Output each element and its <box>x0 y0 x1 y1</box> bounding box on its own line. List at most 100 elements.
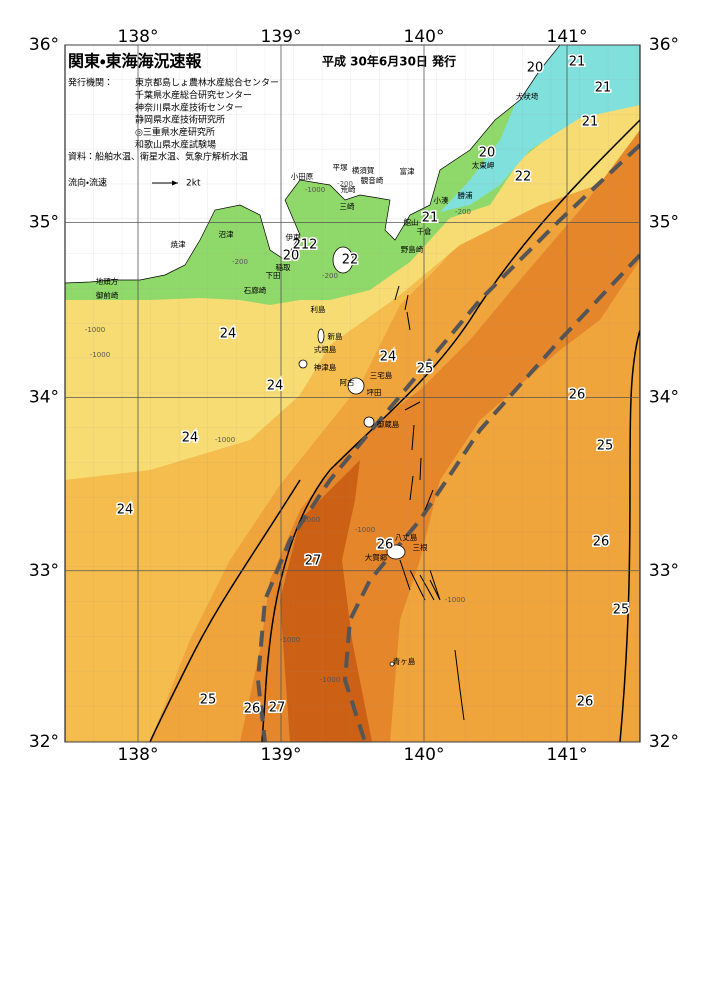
temperature-label: 26 <box>569 388 586 403</box>
place-name: 三宅島 <box>370 370 393 380</box>
temperature-label: 27 <box>305 554 322 569</box>
place-name: 地頭方 <box>96 276 119 286</box>
depth-label: -1000 <box>305 186 325 194</box>
temperature-label: 212 <box>293 238 318 253</box>
place-name: 三崎 <box>340 201 355 211</box>
issuers-label: 発行機関： <box>68 77 113 89</box>
sea-surface <box>65 45 640 742</box>
place-name: 御蔵島 <box>377 419 400 429</box>
current-axis <box>255 143 640 742</box>
issuer: 神奈川県水産技術センター <box>135 101 243 113</box>
lat-label: 34° <box>29 388 59 408</box>
legend-label: 流向・流速 <box>68 177 107 189</box>
current-vectors <box>394 285 465 721</box>
temperature-label: 25 <box>597 439 614 454</box>
island <box>298 359 308 369</box>
title: 関東・東海海況速報 <box>68 52 202 71</box>
vector <box>394 285 465 721</box>
place-name: 犬吠埼 <box>516 91 539 101</box>
temperature-label: 27 <box>269 701 286 716</box>
temperature-label: 20 <box>527 61 544 76</box>
depth-label: -1000 <box>320 676 340 684</box>
temperature-label: 21 <box>569 55 586 70</box>
place-name: 式根島 <box>314 344 337 354</box>
lon-label: 139° <box>261 745 302 765</box>
temperature-label: 26 <box>577 695 594 710</box>
temperature-label: 20 <box>283 249 300 264</box>
place-name: 小田原 <box>291 172 314 181</box>
lat-label: 33° <box>29 561 59 581</box>
depth-label: -200 <box>455 208 471 216</box>
place-name: 新島 <box>328 331 343 341</box>
lon-label: 141° <box>547 745 588 765</box>
place-name: 館山 <box>404 218 419 227</box>
place-name: 下田 <box>266 271 281 280</box>
depth-label: -1000 <box>215 436 235 444</box>
lon-label: 140° <box>404 27 445 47</box>
issuer: ◎三重県水産研究所 <box>135 126 215 138</box>
depth-label: -1000 <box>445 596 465 604</box>
temperature-label: 22 <box>515 170 532 185</box>
lat-label: 35° <box>29 212 59 232</box>
place-name: 太東岬 <box>472 160 495 170</box>
temperature-label: 20 <box>479 146 496 161</box>
temperature-label: 25 <box>613 603 630 618</box>
islands <box>298 246 406 667</box>
issue-date: 平成 30年6月30日 発行 <box>322 54 456 69</box>
temperature-label: 24 <box>220 327 237 342</box>
place-name: 焼津 <box>171 240 186 249</box>
depth-label: -1000 <box>280 636 300 644</box>
temperature-label: 24 <box>380 350 397 365</box>
temperature-label: 25 <box>200 693 217 708</box>
island <box>347 377 365 395</box>
temperature-label: 21 <box>595 81 612 96</box>
temperature-label: 22 <box>342 253 359 268</box>
place-name: 野島崎 <box>401 244 424 254</box>
temperature-label: 26 <box>593 535 610 550</box>
lon-label: 139° <box>261 27 302 47</box>
lat-label: 36° <box>29 35 59 55</box>
issuer: 千葉県水産総合研究センター <box>135 89 252 101</box>
place-name: 観音崎 <box>361 175 384 185</box>
temperature-label: 26 <box>377 538 394 553</box>
temperature-label: 21 <box>582 115 599 130</box>
lat-label: 36° <box>649 35 679 55</box>
contour-line <box>149 479 301 742</box>
depth-label: -200 <box>232 258 248 266</box>
lat-label: 32° <box>29 732 59 752</box>
place-name: 千倉 <box>417 226 432 236</box>
place-name: 富津 <box>400 166 415 176</box>
legend-arrow-head <box>172 180 178 186</box>
place-name: 荒崎 <box>341 184 356 194</box>
place-name: 利島 <box>311 304 326 314</box>
place-name: 坪田 <box>367 388 382 397</box>
temperature-label: 26 <box>244 702 261 717</box>
place-name: 横須賀 <box>352 165 375 175</box>
place-name: 神津島 <box>314 362 337 372</box>
lat-label: 34° <box>649 388 679 408</box>
place-name: 御前崎 <box>96 290 119 300</box>
place-name: 大賀郷 <box>365 552 388 562</box>
lon-label: 140° <box>404 745 445 765</box>
island <box>389 661 395 667</box>
island <box>332 246 354 274</box>
lon-label: 141° <box>547 27 588 47</box>
island <box>363 416 375 428</box>
depth-label: -1000 <box>90 351 110 359</box>
depth-label: -1000 <box>300 516 320 524</box>
island <box>386 544 406 560</box>
depth-label: -200 <box>322 272 338 280</box>
place-name: 青ヶ島 <box>393 656 416 666</box>
lat-label: 33° <box>649 561 679 581</box>
place-name: 平塚 <box>333 163 348 172</box>
depth-label: -1000 <box>85 326 105 334</box>
place-name: 阿古 <box>340 377 355 387</box>
place-name: 石廊崎 <box>244 285 267 295</box>
lon-label: 138° <box>118 27 159 47</box>
temperature-label: 24 <box>182 431 199 446</box>
contour-line <box>619 329 640 742</box>
temperature-label: 24 <box>117 503 134 518</box>
island <box>317 328 325 344</box>
